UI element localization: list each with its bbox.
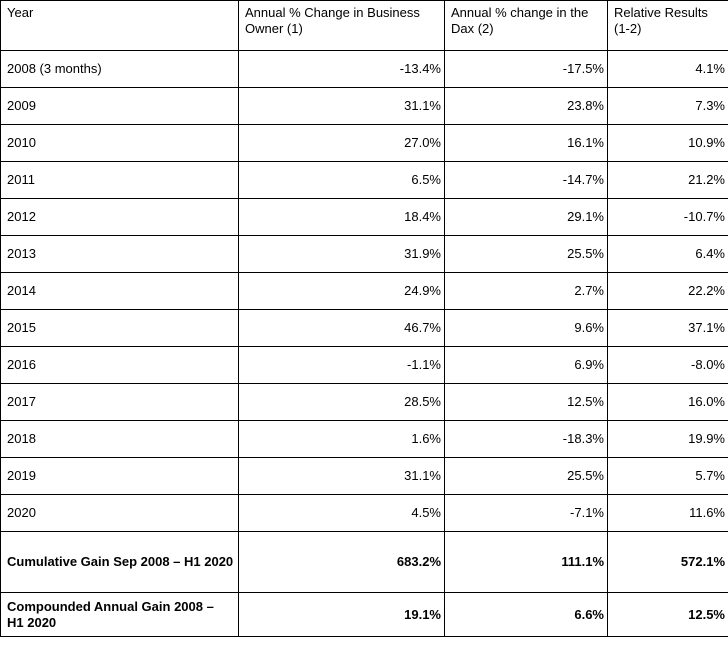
- year-cell: 2018: [0, 420, 239, 458]
- business-owner-value: 1.6%: [238, 420, 445, 458]
- year-cell: 2009: [0, 87, 239, 125]
- business-owner-value: 19.1%: [238, 592, 445, 637]
- business-owner-value: 31.1%: [238, 87, 445, 125]
- relative-value: 4.1%: [607, 50, 728, 88]
- table-row: 2018 1.6% -18.3% 19.9%: [0, 420, 728, 458]
- year-cell: 2017: [0, 383, 239, 421]
- business-owner-value: 31.1%: [238, 457, 445, 495]
- dax-value: -7.1%: [444, 494, 608, 532]
- dax-value: -14.7%: [444, 161, 608, 199]
- relative-value: 22.2%: [607, 272, 728, 310]
- table-row: 2010 27.0% 16.1% 10.9%: [0, 124, 728, 162]
- relative-value: -10.7%: [607, 198, 728, 236]
- header-row: Year Annual % Change in Business Owner (…: [0, 0, 728, 51]
- cumulative-gain-row: Cumulative Gain Sep 2008 – H1 2020 683.2…: [0, 531, 728, 593]
- dax-value: 12.5%: [444, 383, 608, 421]
- table-row: 2019 31.1% 25.5% 5.7%: [0, 457, 728, 495]
- table-row: 2009 31.1% 23.8% 7.3%: [0, 87, 728, 125]
- business-owner-value: 18.4%: [238, 198, 445, 236]
- year-cell: 2013: [0, 235, 239, 273]
- relative-value: 5.7%: [607, 457, 728, 495]
- relative-value: 16.0%: [607, 383, 728, 421]
- business-owner-value: 28.5%: [238, 383, 445, 421]
- business-owner-value: 31.9%: [238, 235, 445, 273]
- year-cell: 2012: [0, 198, 239, 236]
- year-cell: 2016: [0, 346, 239, 384]
- year-cell: 2015: [0, 309, 239, 347]
- dax-value: 9.6%: [444, 309, 608, 347]
- year-cell: 2008 (3 months): [0, 50, 239, 88]
- relative-value: 19.9%: [607, 420, 728, 458]
- table-row: 2011 6.5% -14.7% 21.2%: [0, 161, 728, 199]
- year-cell: 2014: [0, 272, 239, 310]
- dax-value: 25.5%: [444, 457, 608, 495]
- dax-value: -18.3%: [444, 420, 608, 458]
- business-owner-value: 24.9%: [238, 272, 445, 310]
- dax-value: 6.9%: [444, 346, 608, 384]
- table-row: 2017 28.5% 12.5% 16.0%: [0, 383, 728, 421]
- year-cell: 2019: [0, 457, 239, 495]
- dax-value: 23.8%: [444, 87, 608, 125]
- business-owner-value: 6.5%: [238, 161, 445, 199]
- relative-value: 7.3%: [607, 87, 728, 125]
- dax-value: 6.6%: [444, 592, 608, 637]
- dax-value: 16.1%: [444, 124, 608, 162]
- dax-value: 111.1%: [444, 531, 608, 593]
- relative-value: 21.2%: [607, 161, 728, 199]
- compounded-annual-gain-label: Compounded Annual Gain 2008 – H1 2020: [0, 592, 239, 637]
- dax-value: 2.7%: [444, 272, 608, 310]
- dax-value: 25.5%: [444, 235, 608, 273]
- table-row: 2015 46.7% 9.6% 37.1%: [0, 309, 728, 347]
- dax-value: -17.5%: [444, 50, 608, 88]
- relative-value: 6.4%: [607, 235, 728, 273]
- relative-value: 11.6%: [607, 494, 728, 532]
- header-cell-business-owner: Annual % Change in Business Owner (1): [238, 0, 445, 51]
- table-row: 2014 24.9% 2.7% 22.2%: [0, 272, 728, 310]
- header-cell-year: Year: [0, 0, 239, 51]
- cumulative-gain-label: Cumulative Gain Sep 2008 – H1 2020: [0, 531, 239, 593]
- business-owner-value: 46.7%: [238, 309, 445, 347]
- table-row: 2016 -1.1% 6.9% -8.0%: [0, 346, 728, 384]
- business-owner-value: 683.2%: [238, 531, 445, 593]
- dax-value: 29.1%: [444, 198, 608, 236]
- table-row: 2020 4.5% -7.1% 11.6%: [0, 494, 728, 532]
- table-row: 2012 18.4% 29.1% -10.7%: [0, 198, 728, 236]
- relative-value: 37.1%: [607, 309, 728, 347]
- table-row: 2013 31.9% 25.5% 6.4%: [0, 235, 728, 273]
- header-cell-relative-results: Relative Results (1-2): [607, 0, 728, 51]
- relative-value: 572.1%: [607, 531, 728, 593]
- business-owner-value: -1.1%: [238, 346, 445, 384]
- business-owner-value: -13.4%: [238, 50, 445, 88]
- table-row: 2008 (3 months) -13.4% -17.5% 4.1%: [0, 50, 728, 88]
- header-cell-dax: Annual % change in the Dax (2): [444, 0, 608, 51]
- business-owner-value: 4.5%: [238, 494, 445, 532]
- relative-value: -8.0%: [607, 346, 728, 384]
- relative-value: 12.5%: [607, 592, 728, 637]
- performance-table: Year Annual % Change in Business Owner (…: [0, 0, 728, 637]
- year-cell: 2020: [0, 494, 239, 532]
- year-cell: 2011: [0, 161, 239, 199]
- compounded-annual-gain-row: Compounded Annual Gain 2008 – H1 2020 19…: [0, 592, 728, 637]
- year-cell: 2010: [0, 124, 239, 162]
- business-owner-value: 27.0%: [238, 124, 445, 162]
- relative-value: 10.9%: [607, 124, 728, 162]
